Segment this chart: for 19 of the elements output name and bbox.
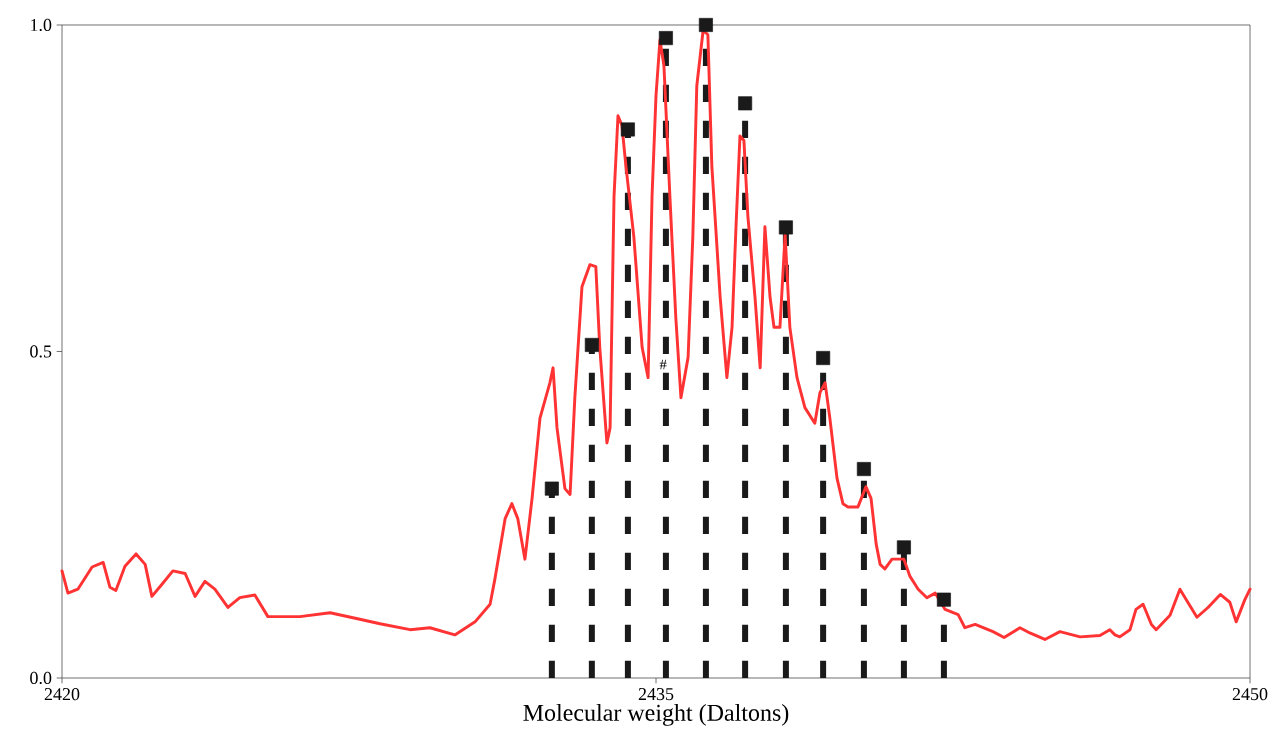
point	[856, 462, 871, 477]
point	[896, 540, 911, 555]
point	[584, 337, 599, 352]
x-tick-label: 2420	[44, 688, 80, 701]
annotation: #	[659, 359, 667, 370]
point	[544, 481, 559, 496]
point	[816, 351, 831, 366]
point	[738, 96, 753, 111]
x-tick-label: 2450	[1232, 688, 1268, 701]
x-tick-label: 2435	[638, 688, 674, 701]
point	[620, 122, 635, 137]
x-axis-title: Molecular weight (Daltons)	[523, 704, 789, 726]
point	[936, 592, 951, 607]
point	[658, 31, 673, 46]
y-tick-label: 1.0	[31, 18, 52, 32]
point	[698, 17, 713, 32]
y-tick-label: 0.5	[30, 345, 52, 358]
point	[778, 220, 793, 235]
y-tick-label: 0.0	[30, 671, 52, 685]
